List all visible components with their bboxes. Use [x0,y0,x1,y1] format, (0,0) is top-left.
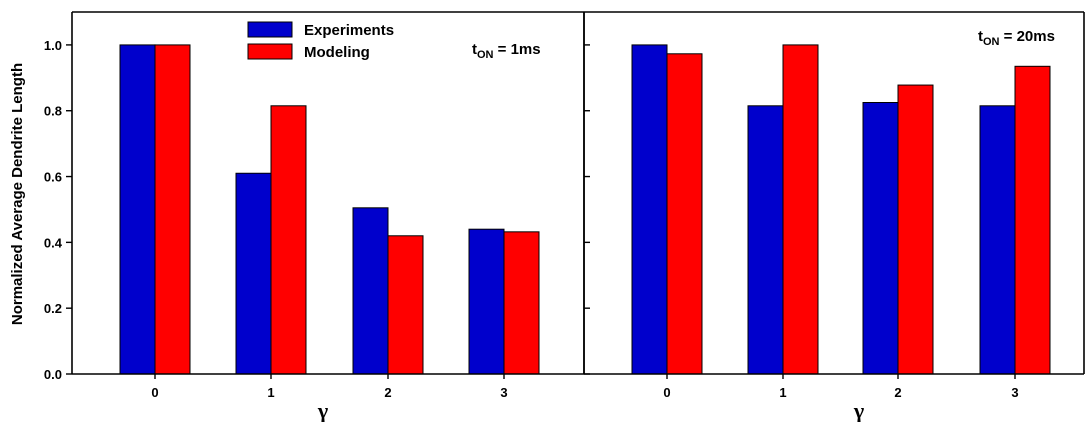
bar-modeling-3 [503,231,540,375]
y-tick-label: 0.4 [44,235,63,250]
bar-experiments-0 [631,44,668,375]
legend-label-experiments: Experiments [304,22,394,39]
legend-swatch-modeling [247,43,293,60]
bar-experiments-1 [747,105,784,375]
bar-modeling-2 [387,235,424,375]
y-axis-label: Normalized Average Dendrite Length [9,63,26,325]
left-panel-1ms: 0.0 0.2 0.4 0.6 0.8 1.0 0 1 2 3 γ tON = 1ms [44,11,585,422]
y-tick-label: 0.8 [44,104,62,119]
bar-modeling-0 [666,53,703,375]
x-axis-label: γ [317,398,328,422]
bar-experiments-2 [862,102,899,375]
y-tick-label: 0.2 [44,301,62,316]
bar-experiments-3 [468,228,505,375]
bar-modeling-0 [154,44,191,375]
x-tick-label: 0 [151,385,158,400]
y-tick-label: 0.0 [44,367,62,382]
annotation-ton: tON = 1ms [472,41,541,61]
bar-modeling-3 [1014,65,1051,375]
bar-experiments-3 [979,105,1016,375]
x-tick-label: 0 [663,385,670,400]
x-tick-label: 1 [267,385,274,400]
legend: Experiments Modeling [247,21,394,61]
x-axis-label: γ [853,398,864,422]
x-tick-label: 2 [384,385,391,400]
annotation-ton: tON = 20ms [978,28,1055,48]
y-tick-label: 1.0 [44,38,62,53]
bar-modeling-2 [897,84,934,375]
right-panel-20ms: 0 1 2 3 γ tON = 20ms [583,11,1085,422]
x-tick-label: 3 [500,385,507,400]
y-tick-label: 0.6 [44,170,62,185]
bar-modeling-1 [782,44,819,375]
bar-experiments-1 [235,172,272,375]
legend-swatch-experiments [247,21,293,38]
x-tick-label: 3 [1011,385,1018,400]
x-tick-label: 1 [779,385,786,400]
bar-experiments-0 [119,44,156,375]
legend-label-modeling: Modeling [304,44,370,61]
bar-experiments-2 [352,207,389,375]
bar-modeling-1 [270,105,307,375]
x-tick-label: 2 [894,385,901,400]
